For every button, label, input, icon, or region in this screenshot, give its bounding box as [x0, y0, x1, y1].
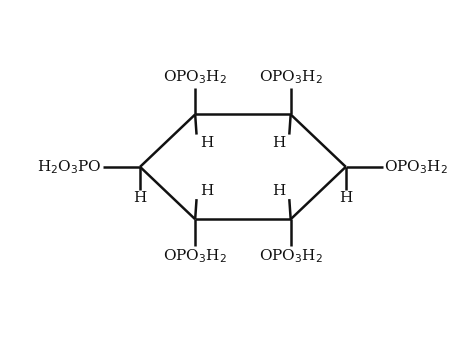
- Text: OPO$_3$H$_2$: OPO$_3$H$_2$: [163, 68, 227, 86]
- Text: H: H: [273, 136, 286, 150]
- Text: OPO$_3$H$_2$: OPO$_3$H$_2$: [163, 247, 227, 265]
- Text: H: H: [134, 191, 146, 205]
- Text: H: H: [200, 136, 213, 150]
- Text: OPO$_3$H$_2$: OPO$_3$H$_2$: [259, 68, 323, 86]
- Text: H: H: [200, 184, 213, 198]
- Text: H: H: [339, 191, 352, 205]
- Text: OPO$_3$H$_2$: OPO$_3$H$_2$: [259, 247, 323, 265]
- Text: H: H: [273, 184, 286, 198]
- Text: OPO$_3$H$_2$: OPO$_3$H$_2$: [384, 158, 448, 176]
- Text: H$_2$O$_3$PO: H$_2$O$_3$PO: [37, 158, 101, 176]
